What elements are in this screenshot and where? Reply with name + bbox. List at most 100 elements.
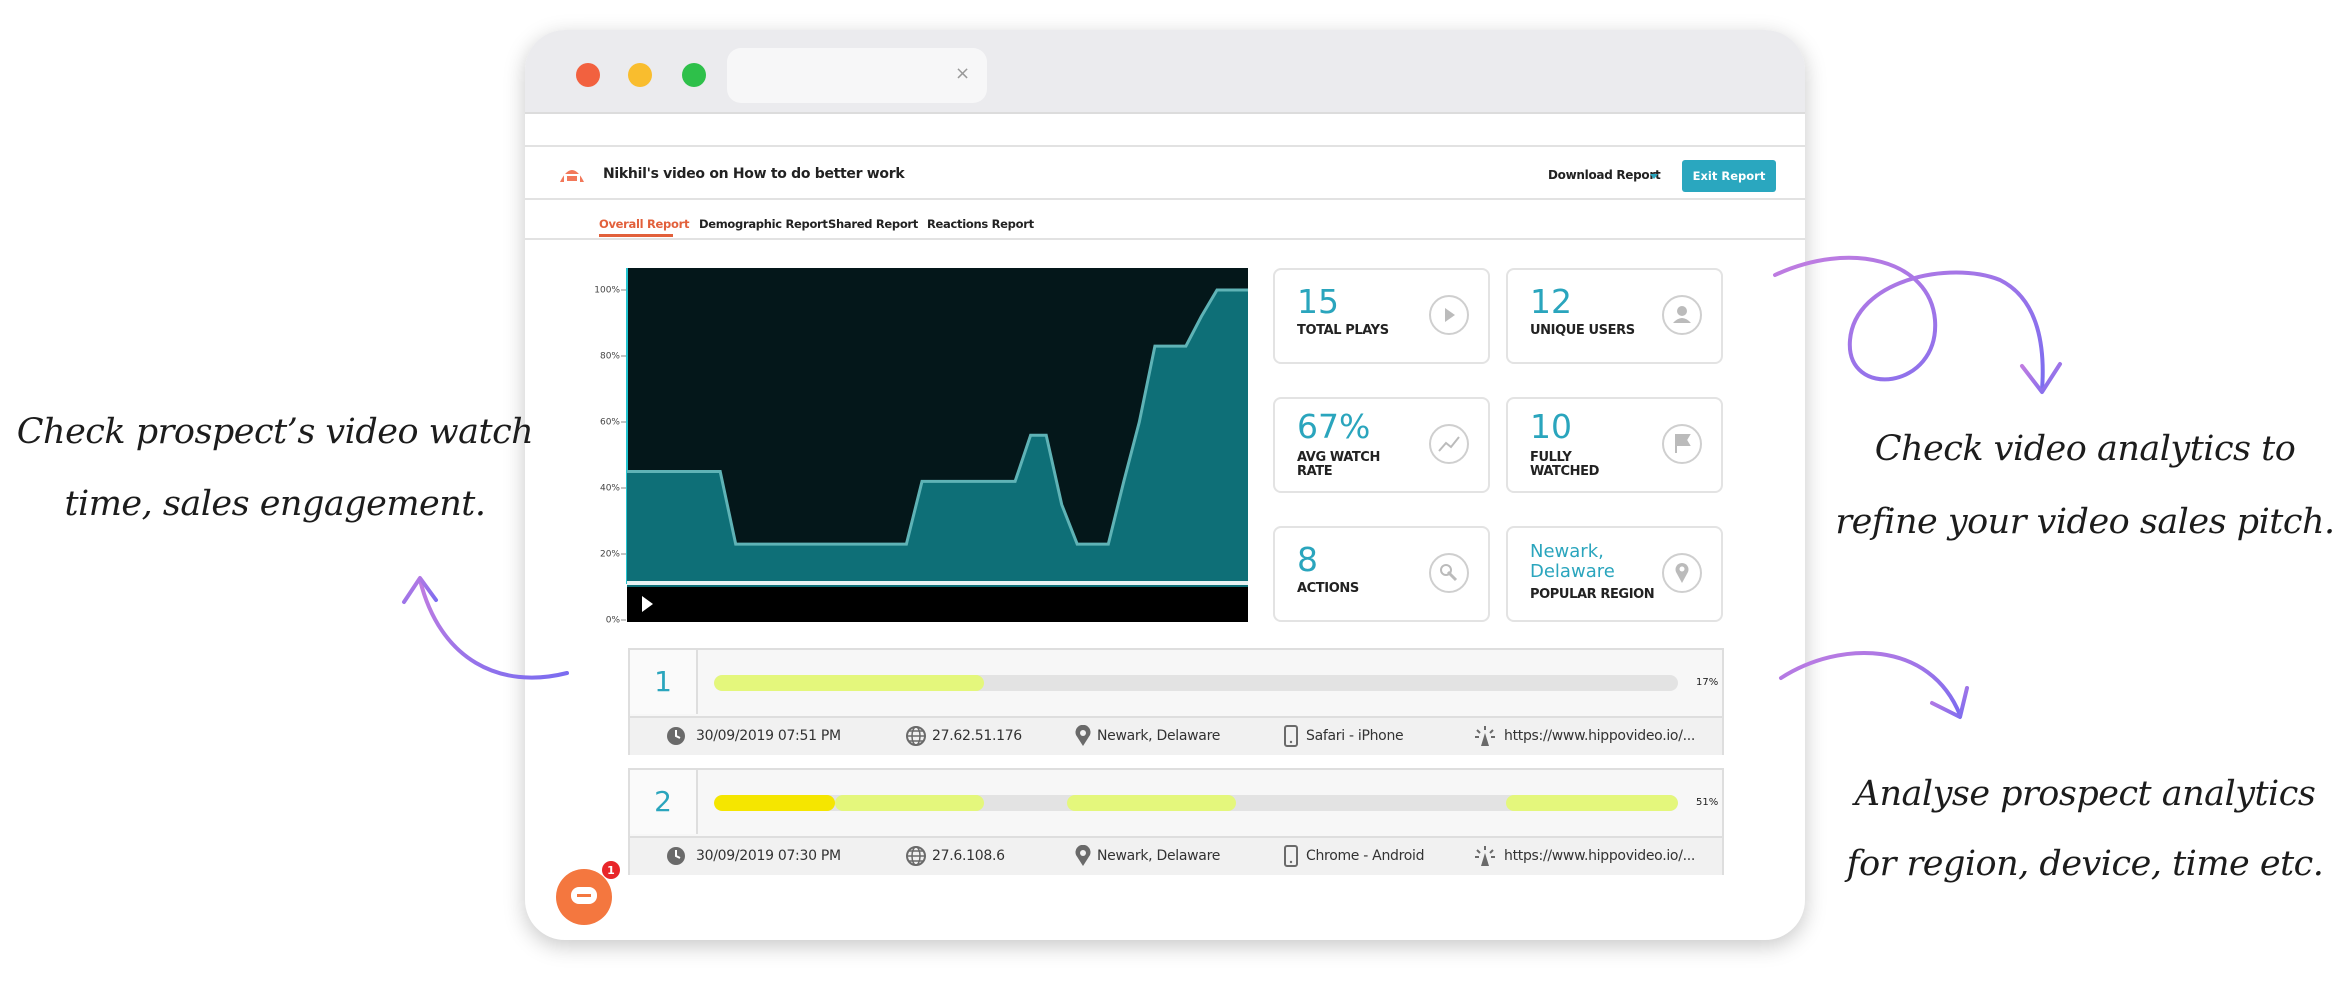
stat-card: 12 UNIQUE USERS <box>1506 268 1723 364</box>
y-tick-label: 40% <box>600 484 620 494</box>
arrow-head <box>402 576 438 604</box>
session-ip: 27.62.51.176 <box>932 728 1022 744</box>
active-tab-underline <box>599 234 673 237</box>
minimize-dot[interactable] <box>628 63 652 87</box>
chat-icon <box>577 894 591 897</box>
progress-track <box>714 795 1678 811</box>
annotation: Check video analytics to <box>1874 429 2296 469</box>
video-progress-bar <box>627 581 1248 585</box>
annotation: for region, device, time etc. <box>1846 844 2324 884</box>
stat-label: TOTAL PLAYS <box>1297 323 1389 338</box>
progress-label: 17% <box>1696 677 1719 688</box>
stat-label: ACTIONS <box>1297 581 1359 596</box>
session-ip: 27.6.108.6 <box>932 848 1005 864</box>
session-device: Safari - iPhone <box>1306 728 1404 744</box>
video-controls <box>627 587 1248 622</box>
pin-icon <box>1075 725 1091 746</box>
stat-value: 15 <box>1297 282 1339 321</box>
session-date: 30/09/2019 07:30 PM <box>696 848 841 864</box>
ptr-icon <box>1475 846 1495 866</box>
globe-icon <box>906 726 926 746</box>
report-tab[interactable]: Overall Report <box>599 217 690 231</box>
browser-top-bar: × <box>525 30 1805 114</box>
arrow <box>1773 255 2045 392</box>
logo <box>560 170 584 182</box>
exit-report-button[interactable]: Exit Report <box>1682 160 1776 192</box>
report-tab[interactable]: Shared Report <box>828 217 918 231</box>
tab-close[interactable]: × <box>955 63 971 84</box>
stat-card: 15 TOTAL PLAYS <box>1273 268 1490 364</box>
stat-value: 10 <box>1530 407 1572 446</box>
divider <box>525 145 1805 147</box>
progress-segment <box>1506 795 1678 811</box>
flag-icon <box>1662 424 1702 464</box>
user-icon <box>1662 295 1702 335</box>
divider <box>525 198 1805 200</box>
progress-label: 51% <box>1696 797 1719 808</box>
dropdown-caret <box>1650 174 1658 179</box>
y-tick-label: 0% <box>606 616 621 625</box>
close-dot[interactable] <box>576 63 600 87</box>
stat-value: 8 <box>1297 540 1318 579</box>
arrow-head <box>2020 362 2062 394</box>
annotation: Analyse prospect analytics <box>1854 774 2316 814</box>
report-tab[interactable]: Reactions Report <box>927 217 1034 231</box>
location-icon <box>1662 553 1702 593</box>
session-row: 2 51% 30/09/2019 07:30 PM 27.6.108.6 Newark,… <box>628 768 1724 875</box>
progress-track <box>714 675 1678 691</box>
session-url: https://www.hippovideo.io/... <box>1504 728 1696 744</box>
stat-value: Newark, Delaware <box>1530 541 1615 582</box>
arrow-head <box>1930 686 1969 719</box>
y-tick-label: 60% <box>600 418 620 428</box>
clock-icon <box>667 847 685 865</box>
download-report[interactable]: Download Report <box>1548 168 1661 182</box>
session-location: Newark, Delaware <box>1097 728 1221 744</box>
progress-segment <box>1066 795 1237 811</box>
trend-icon <box>1429 424 1469 464</box>
stat-card: 67% AVG WATCH RATE <box>1273 397 1490 493</box>
pin-icon <box>1075 845 1091 866</box>
progress-segment <box>714 795 836 811</box>
ptr-icon <box>1475 726 1495 746</box>
session-device: Chrome - Android <box>1306 848 1425 864</box>
y-tick-label: 100% <box>594 286 620 296</box>
chat-badge <box>602 861 620 879</box>
progress-segment <box>714 675 984 691</box>
annotation: Check prospect’s video watch <box>16 412 534 452</box>
y-tick-label: 80% <box>600 352 620 362</box>
annotation: time, sales engagement. <box>64 484 486 524</box>
session-row: 1 17% 30/09/2019 07:51 PM 27.62.51.176 Newar… <box>628 648 1724 755</box>
report-tab[interactable]: Demographic Report <box>699 217 828 231</box>
maximize-dot[interactable] <box>682 63 706 87</box>
chat-badge-count: 1 <box>607 864 615 877</box>
phone-icon <box>1284 725 1298 747</box>
session-index: 2 <box>630 770 698 834</box>
stat-value: 12 <box>1530 282 1572 321</box>
stat-card: Newark, Delaware POPULAR REGION <box>1506 526 1723 622</box>
globe-icon <box>906 846 926 866</box>
stat-label: POPULAR REGION <box>1530 587 1655 602</box>
play-button[interactable] <box>642 596 653 612</box>
stat-label: UNIQUE USERS <box>1530 323 1635 338</box>
arrow <box>418 578 569 680</box>
session-date: 30/09/2019 07:51 PM <box>696 728 841 744</box>
annotation: refine your video sales pitch. <box>1835 502 2335 542</box>
watch-line <box>627 288 1248 546</box>
y-tick-label: 20% <box>600 550 620 560</box>
arrow <box>1779 651 1962 717</box>
stat-card: 10 FULLY WATCHED <box>1506 397 1723 493</box>
session-index: 1 <box>630 650 698 714</box>
stat-label: FULLY WATCHED <box>1530 450 1599 479</box>
browser-tab[interactable]: × <box>727 48 987 103</box>
phone-icon <box>1284 845 1298 867</box>
watch-chart: 0% 20% 40% 60% 80% 100% <box>594 268 1248 625</box>
session-details: 30/09/2019 07:30 PM 27.6.108.6 Newark, Del… <box>630 836 1722 875</box>
session-details: 30/09/2019 07:51 PM 27.62.51.176 Newark, D… <box>630 716 1722 755</box>
session-location: Newark, Delaware <box>1097 848 1221 864</box>
clock-icon <box>667 727 685 745</box>
stat-value: 67% <box>1297 407 1371 446</box>
click-icon <box>1429 553 1469 593</box>
session-url: https://www.hippovideo.io/... <box>1504 848 1696 864</box>
video-title: Nikhil's video on How to do better work <box>603 166 905 182</box>
